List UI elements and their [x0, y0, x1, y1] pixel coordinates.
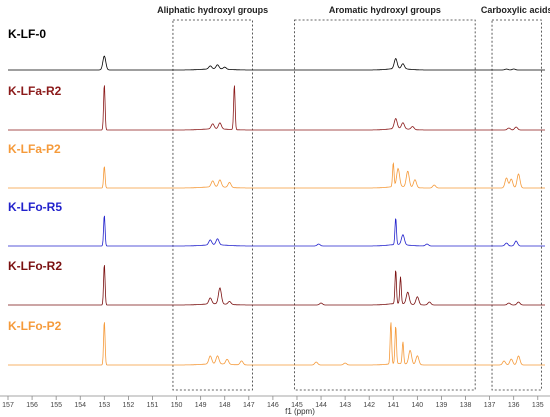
- x-tick-label: 135: [532, 402, 544, 409]
- region-label: Aliphatic hydroxyl groups: [157, 5, 268, 15]
- series-label: K-LFo-P2: [8, 319, 62, 333]
- x-tick-label: 153: [98, 402, 110, 409]
- region-box: [294, 19, 476, 391]
- spectrum-line: [8, 322, 545, 366]
- spectrum-line: [8, 215, 545, 247]
- region-label: Carboxylic acids: [481, 5, 550, 15]
- x-tick-label: 148: [219, 402, 231, 409]
- x-tick-label: 151: [147, 402, 159, 409]
- x-tick-label: 147: [243, 402, 255, 409]
- x-tick-label: 140: [412, 402, 424, 409]
- spectrum-line: [8, 161, 545, 189]
- x-tick-label: 137: [484, 402, 496, 409]
- x-tick-label: 149: [195, 402, 207, 409]
- series-labels: K-LF-0 K-LFa-R2 K-LFa-P2 K-LFo-R5 K-LFo-R2 K-…: [8, 27, 62, 333]
- x-axis-label: f1 (ppm): [285, 407, 315, 416]
- region-label: Aromatic hydroxyl groups: [329, 5, 441, 15]
- series-label: K-LFo-R5: [8, 200, 62, 214]
- x-axis-ticks: 157 156 155 154 153 152 151 150 149 148 147 146 145 1…: [2, 396, 544, 409]
- x-tick-label: 155: [50, 402, 62, 409]
- region-box: [491, 19, 542, 391]
- x-tick-label: 157: [2, 402, 14, 409]
- x-tick-label: 138: [460, 402, 472, 409]
- x-tick-label: 145: [291, 402, 303, 409]
- x-tick-label: 150: [171, 402, 183, 409]
- x-tick-label: 139: [436, 402, 448, 409]
- x-tick-label: 154: [74, 402, 86, 409]
- x-tick-label: 152: [123, 402, 135, 409]
- x-tick-label: 144: [315, 402, 327, 409]
- series-label: K-LFa-R2: [8, 84, 62, 98]
- region-boxes: Aliphatic hydroxyl groups Aromatic hydrox…: [157, 5, 550, 391]
- spectrum-traces: [8, 55, 545, 366]
- x-tick-label: 141: [387, 402, 399, 409]
- x-tick-label: 142: [363, 402, 375, 409]
- spectrum-line: [8, 55, 545, 71]
- series-label: K-LF-0: [8, 27, 46, 41]
- x-axis: 157 156 155 154 153 152 151 150 149 148 147 146 145 1…: [0, 395, 550, 416]
- region-box: [172, 19, 253, 391]
- x-tick-label: 156: [26, 402, 38, 409]
- x-tick-label: 136: [508, 402, 520, 409]
- series-label: K-LFa-P2: [8, 142, 61, 156]
- x-tick-label: 146: [267, 402, 279, 409]
- spectrum-line: [8, 85, 545, 131]
- spectrum-line: [8, 265, 545, 306]
- x-tick-label: 143: [339, 402, 351, 409]
- series-label: K-LFo-R2: [8, 259, 62, 273]
